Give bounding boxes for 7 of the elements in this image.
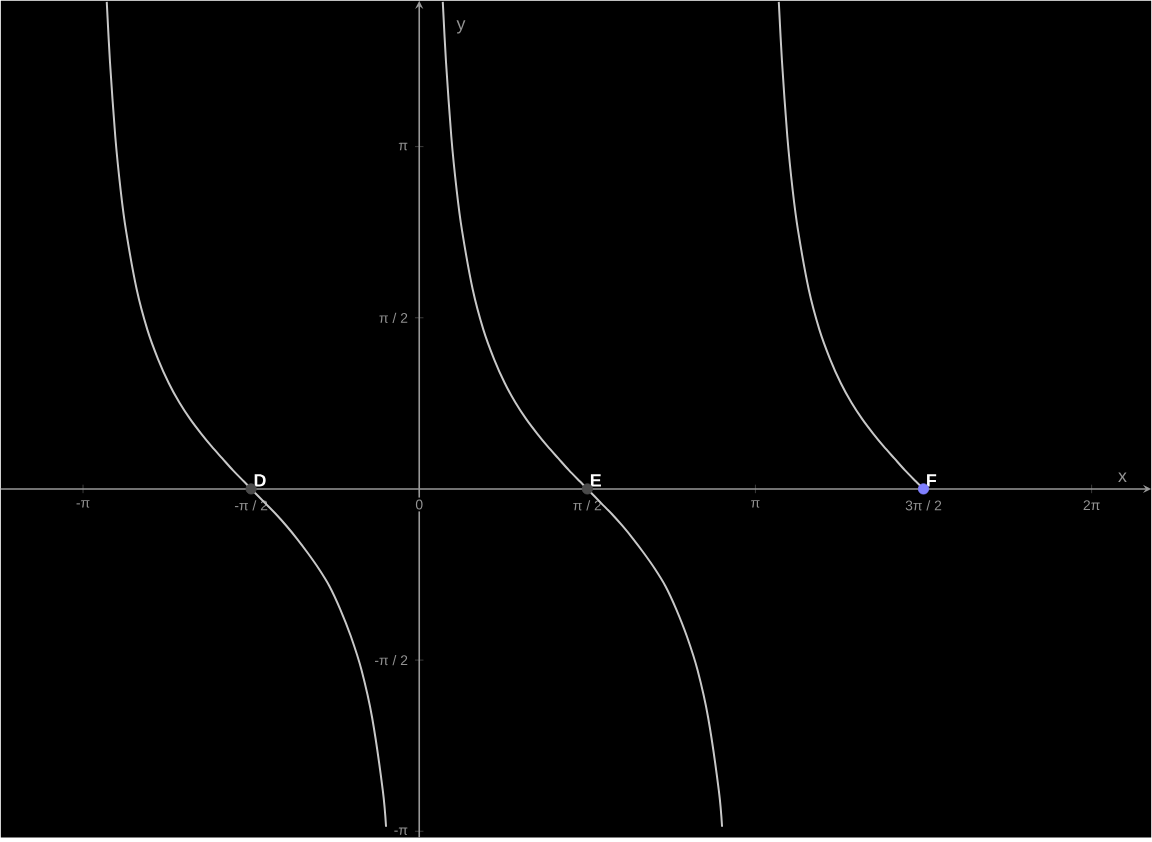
annotation: F <box>927 474 937 487</box>
y-axis-title: y <box>456 20 466 34</box>
line-series <box>441 1 724 828</box>
annotation: D <box>254 474 266 487</box>
line-series <box>105 1 388 828</box>
x-axis-title: x <box>1118 472 1127 483</box>
annotation: E <box>590 474 601 487</box>
